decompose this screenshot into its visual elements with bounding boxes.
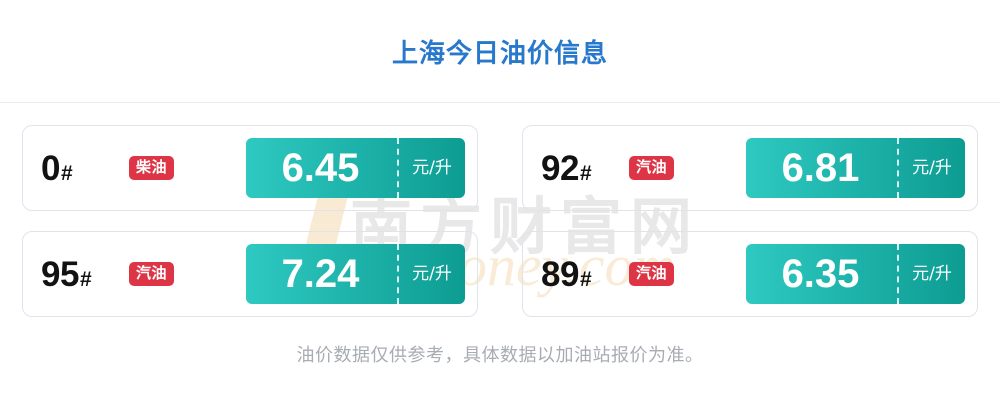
fuel-type-badge: 汽油 — [629, 262, 675, 286]
fuel-grade-hash: # — [579, 161, 592, 185]
fuel-type-badge: 柴油 — [129, 156, 175, 180]
fuel-grade: 95 # — [41, 257, 107, 292]
fuel-grade: 89 # — [541, 257, 607, 292]
price-divider — [397, 244, 399, 304]
price-block: 6.45 元/升 — [246, 138, 465, 198]
price-divider — [897, 138, 899, 198]
price-value: 6.81 — [781, 146, 860, 190]
price-value: 6.35 — [781, 252, 860, 296]
price-unit: 元/升 — [912, 263, 952, 284]
fuel-grade-hash: # — [79, 267, 92, 291]
fuel-grade-hash: # — [60, 161, 73, 185]
price-value: 6.45 — [281, 146, 360, 190]
fuel-grade-number: 92 — [541, 148, 579, 188]
price-card-gasoline-89[interactable]: 89 # 汽油 6.35 元/升 — [522, 231, 978, 317]
price-card-gasoline-95[interactable]: 95 # 汽油 7.24 元/升 — [22, 231, 478, 317]
price-unit: 元/升 — [412, 157, 452, 178]
page-header: 上海今日油价信息 — [0, 0, 1000, 103]
price-card-gasoline-92[interactable]: 92 # 汽油 6.81 元/升 — [522, 125, 978, 211]
page-title: 上海今日油价信息 — [391, 38, 608, 69]
fuel-grade-number: 95 — [41, 254, 79, 294]
price-block: 7.24 元/升 — [246, 244, 465, 304]
price-unit: 元/升 — [912, 157, 952, 178]
disclaimer-text: 油价数据仅供参考，具体数据以加油站报价为准。 — [296, 345, 704, 366]
fuel-grade: 0 # — [41, 151, 107, 186]
fuel-grade-hash: # — [579, 267, 592, 291]
price-divider — [897, 244, 899, 304]
fuel-grade-number: 89 — [541, 254, 579, 294]
price-divider — [397, 138, 399, 198]
fuel-type-badge: 汽油 — [629, 156, 675, 180]
price-card-diesel-0[interactable]: 0 # 柴油 6.45 元/升 — [22, 125, 478, 211]
price-card-grid: 0 # 柴油 6.45 元/升 92 # 汽油 6.81 元/升 — [0, 103, 1000, 317]
fuel-type-badge: 汽油 — [129, 262, 175, 286]
price-block: 6.35 元/升 — [746, 244, 965, 304]
fuel-grade: 92 # — [541, 151, 607, 186]
price-block: 6.81 元/升 — [746, 138, 965, 198]
price-value: 7.24 — [281, 252, 360, 296]
fuel-grade-number: 0 — [41, 148, 60, 188]
price-unit: 元/升 — [412, 263, 452, 284]
